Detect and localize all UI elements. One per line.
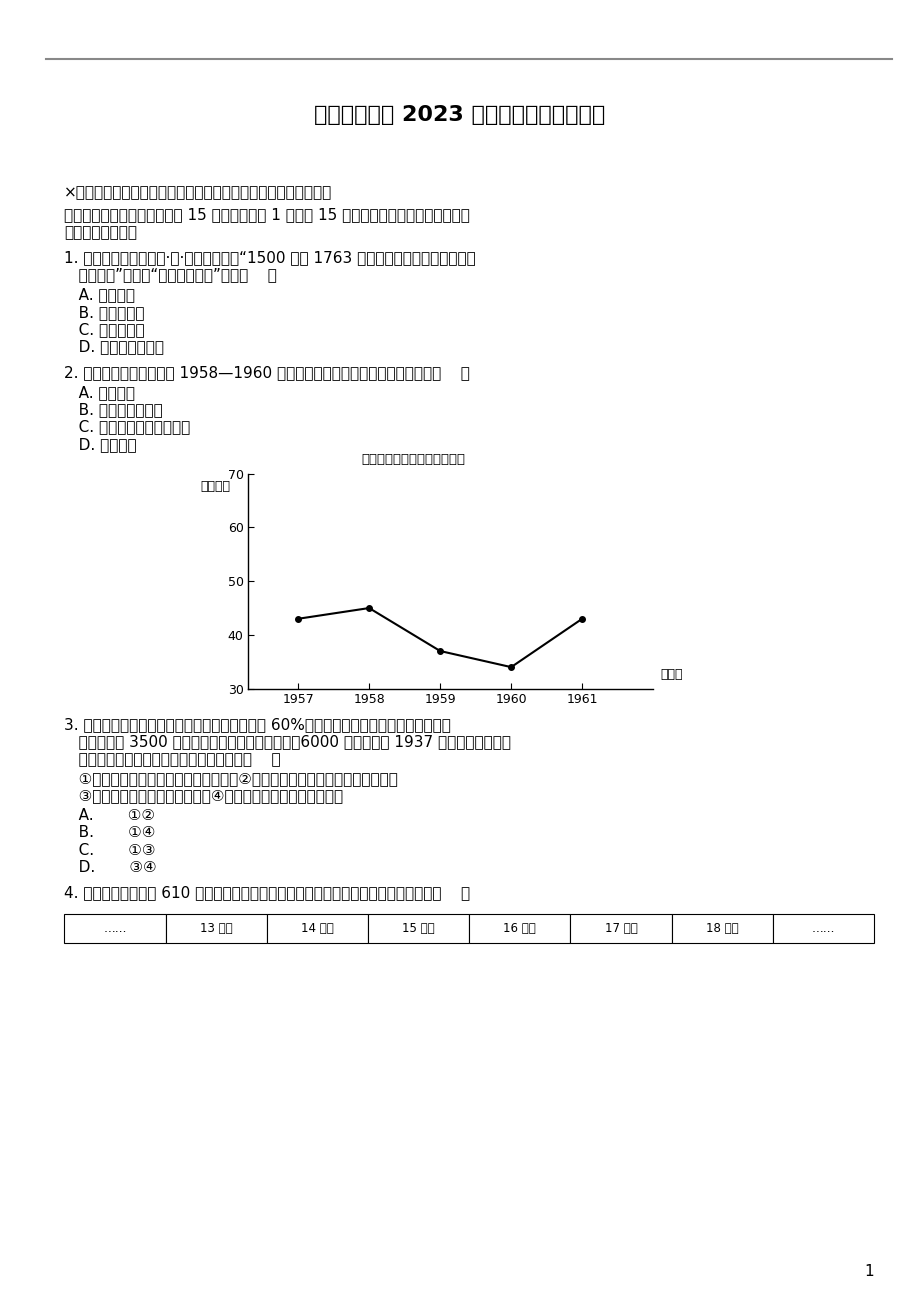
FancyBboxPatch shape: [671, 914, 772, 943]
FancyBboxPatch shape: [64, 914, 165, 943]
Text: C. 新航路开辟: C. 新航路开辟: [64, 322, 145, 337]
FancyBboxPatch shape: [469, 914, 570, 943]
Text: A. 文艺复兴: A. 文艺复兴: [64, 288, 135, 302]
Text: ①是世界反法西斯战争的重要组成部分②为世界反法西斯战争付出了重大牍牲: ①是世界反法西斯战争的重要组成部分②为世界反法西斯战争付出了重大牍牲: [64, 771, 398, 785]
Text: 17 世纪: 17 世纪: [604, 922, 637, 935]
Text: 一、单项选择题：（本大题八 15 小题，每小题 1 分，共 15 分。下列各题的四个选项中只有
一个符合题意。）: 一、单项选择题：（本大题八 15 小题，每小题 1 分，共 15 分。下列各题的…: [64, 207, 470, 240]
Text: D.       ③④: D. ③④: [64, 861, 157, 875]
Text: D. 改革开放: D. 改革开放: [64, 437, 137, 452]
FancyBboxPatch shape: [772, 914, 873, 943]
Text: ③直接抗击了德、意法西斯国家④得到了国际社会的支持和帮助: ③直接抗击了德、意法西斯国家④得到了国际社会的支持和帮助: [64, 788, 343, 803]
Text: 伤亡人数达 3500 多万，直接、间接经济损失超过6000 亿美元（按 1937 年比値计算）。以: 伤亡人数达 3500 多万，直接、间接经济损失超过6000 亿美元（按 1937…: [64, 734, 511, 750]
FancyBboxPatch shape: [267, 914, 368, 943]
Text: （亿元）: （亿元）: [200, 480, 231, 493]
Text: B.       ①④: B. ①④: [64, 825, 155, 840]
Text: 上材料中的数据直接反映了中国抗日战争（    ）: 上材料中的数据直接反映了中国抗日战争（ ）: [64, 753, 280, 767]
Text: A. 土地改革: A. 土地改革: [64, 384, 135, 400]
Text: 16 世纪: 16 世纪: [503, 922, 536, 935]
Text: 我国农业生产总値变化示意图: 我国农业生产总値变化示意图: [361, 453, 465, 466]
FancyBboxPatch shape: [165, 914, 267, 943]
Text: D. 第一次工业革命: D. 第一次工业革命: [64, 340, 165, 354]
Text: 1: 1: [864, 1263, 873, 1279]
Text: A.       ①②: A. ①②: [64, 809, 155, 823]
Text: 辽宁省锦州市 2023 年中考历史试卷及答案: 辽宁省锦州市 2023 年中考历史试卷及答案: [314, 104, 605, 125]
Text: 18 世纪: 18 世纪: [705, 922, 738, 935]
FancyBboxPatch shape: [368, 914, 469, 943]
Text: 2. 观察下面示意图，造成 1958—1960 年我国农业生产总値变化的主要原因是（    ）: 2. 观察下面示意图，造成 1958—1960 年我国农业生产总値变化的主要原因…: [64, 365, 470, 380]
Text: C.       ①③: C. ①③: [64, 842, 155, 858]
Text: B. 郑和下西洋: B. 郑和下西洋: [64, 305, 145, 320]
Text: 13 世纪: 13 世纪: [199, 922, 233, 935]
Text: 4. 今年是郑和下西洋 610 周年，该壮举发生在公元纪年年代尺（下图）中的哪一时段（    ）: 4. 今年是郑和下西洋 610 周年，该壮举发生在公元纪年年代尺（下图）中的哪一…: [64, 885, 470, 901]
Text: 15 世纪: 15 世纪: [402, 922, 435, 935]
Text: 的时期。”这里的“全球开始统一”始于（    ）: 的时期。”这里的“全球开始统一”始于（ ）: [64, 267, 277, 283]
Text: ……: ……: [811, 922, 834, 935]
Text: （年）: （年）: [660, 668, 682, 681]
Text: ……: ……: [103, 922, 127, 935]
Text: 1. 美国历史学家斯塔夫·里·阿诺斯指出：“1500 年至 1763 年的这些岁月是全球开始统一: 1. 美国历史学家斯塔夫·里·阿诺斯指出：“1500 年至 1763 年的这些岁…: [64, 250, 476, 266]
FancyBboxPatch shape: [570, 914, 671, 943]
Text: ×考生注意：请在答题卡指定的区域内作答，答在本试卷上无效。: ×考生注意：请在答题卡指定的区域内作答，答在本试卷上无效。: [64, 185, 333, 201]
Text: 14 世纪: 14 世纪: [301, 922, 334, 935]
Text: 3. 第二次世界大战中，中国抗日战争牢制了日军 60%以上的兵力。至抗战结束，中国军民: 3. 第二次世界大战中，中国抗日战争牢制了日军 60%以上的兵力。至抗战结束，中…: [64, 717, 451, 732]
Text: C. 对农业的社会主义改造: C. 对农业的社会主义改造: [64, 419, 190, 435]
Text: B. 人民公社化运动: B. 人民公社化运动: [64, 402, 163, 417]
